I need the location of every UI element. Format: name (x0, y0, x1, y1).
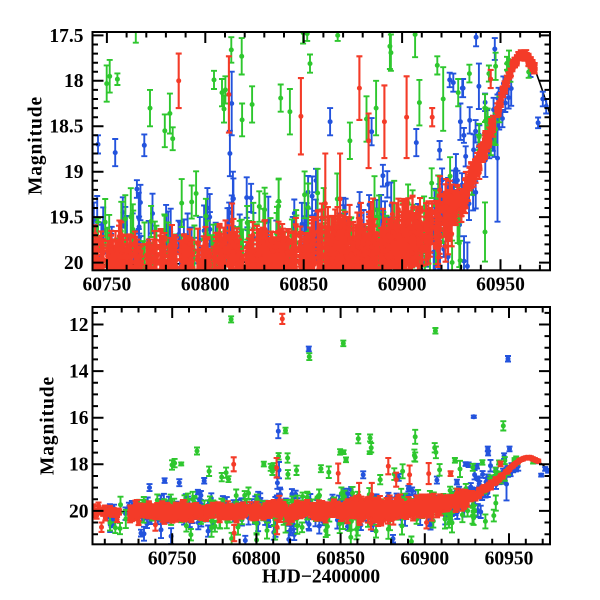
svg-text:12: 12 (69, 315, 89, 336)
svg-text:19: 19 (64, 162, 84, 183)
svg-text:60850: 60850 (316, 549, 365, 570)
svg-text:HJD−2400000: HJD−2400000 (262, 567, 380, 588)
svg-text:14: 14 (69, 362, 89, 383)
svg-text:18.5: 18.5 (49, 117, 83, 138)
svg-text:19.5: 19.5 (49, 208, 83, 229)
svg-text:60750: 60750 (83, 275, 132, 296)
svg-text:18: 18 (64, 71, 84, 92)
svg-text:60950: 60950 (476, 275, 525, 296)
svg-text:Magnitude: Magnitude (26, 96, 47, 195)
svg-text:16: 16 (69, 408, 89, 429)
svg-text:60800: 60800 (181, 275, 230, 296)
svg-text:20: 20 (64, 253, 84, 274)
svg-text:20: 20 (69, 501, 89, 522)
svg-text:Magnitude: Magnitude (38, 376, 59, 475)
svg-text:60900: 60900 (400, 549, 449, 570)
svg-text:60900: 60900 (378, 275, 427, 296)
svg-text:60950: 60950 (485, 549, 534, 570)
svg-text:17.5: 17.5 (49, 26, 83, 47)
svg-text:18: 18 (69, 455, 89, 476)
svg-text:60800: 60800 (232, 549, 281, 570)
svg-text:60850: 60850 (279, 275, 328, 296)
svg-text:60750: 60750 (148, 549, 197, 570)
